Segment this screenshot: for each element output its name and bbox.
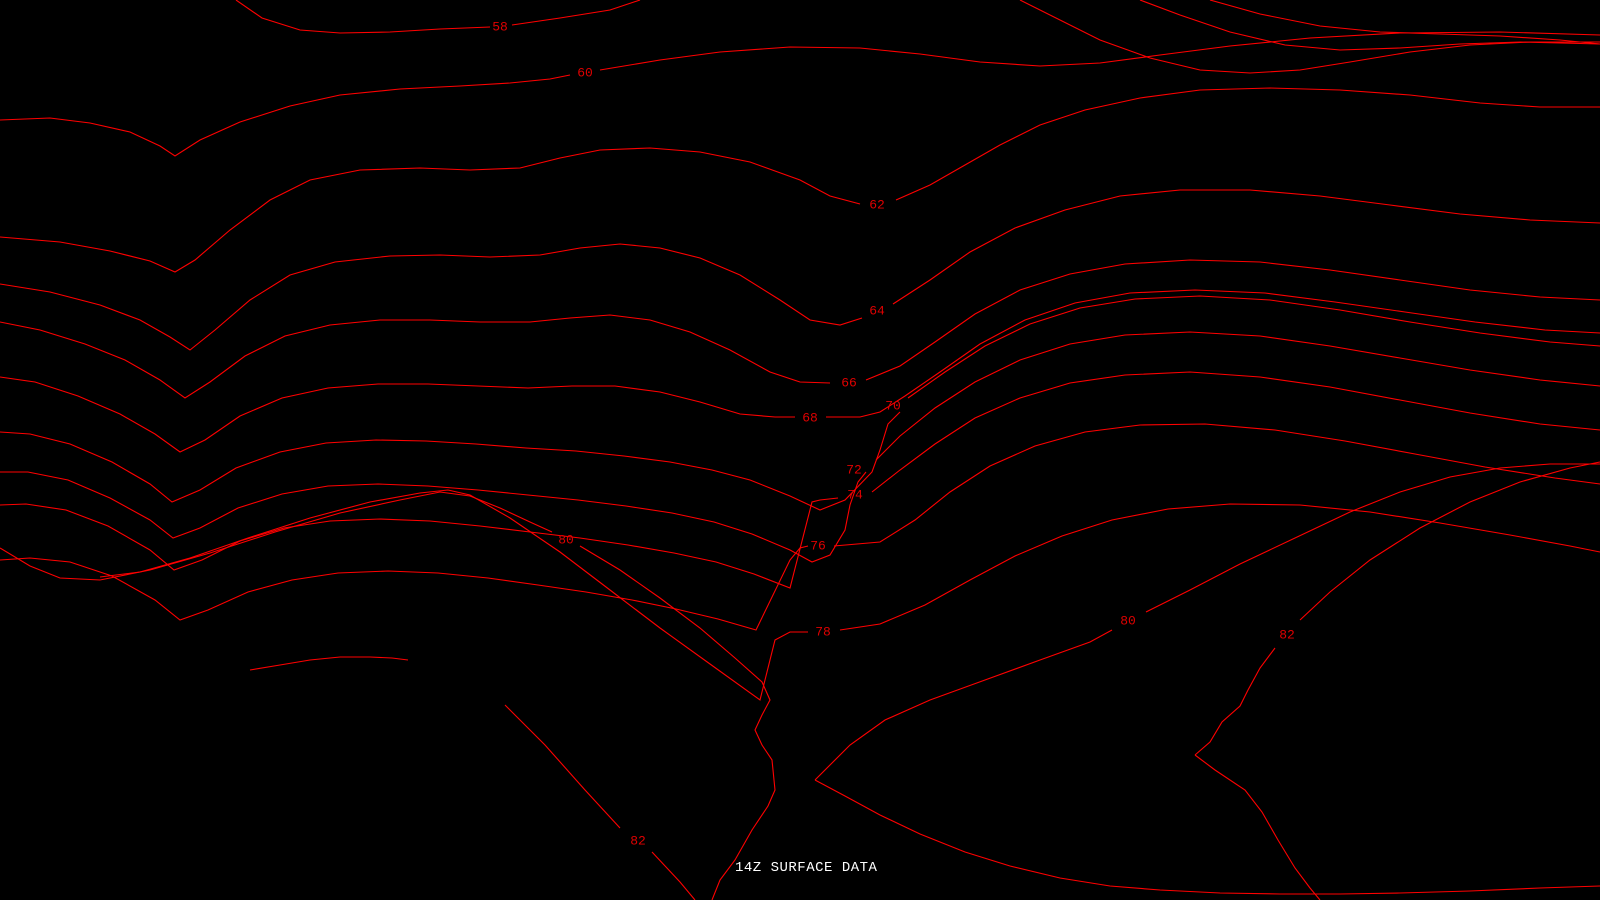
contour-line [1019, 0, 1600, 74]
contour-label: 70 [885, 398, 901, 414]
contour-line [0, 497, 839, 589]
contour-line [871, 371, 1600, 493]
contour-line [651, 851, 696, 900]
contour-label: 64 [869, 303, 885, 319]
contour-line [0, 243, 863, 351]
contour-label: 76 [810, 538, 826, 554]
contour-line [0, 376, 795, 453]
contour-line [0, 411, 901, 511]
contour-line [1145, 463, 1600, 613]
contour-label: 74 [847, 487, 863, 503]
contour-label: 72 [846, 462, 862, 478]
contour-line [865, 259, 1600, 381]
contour-line [892, 189, 1600, 305]
contour-line [599, 31, 1600, 71]
contour-line [579, 545, 776, 900]
contour-line [875, 331, 1600, 461]
contour-line [0, 74, 571, 157]
contour-label: 80 [558, 532, 574, 548]
contour-label: 82 [1279, 627, 1295, 643]
contour-line [1194, 647, 1276, 756]
contour-line [833, 423, 1600, 547]
contour-label: 82 [630, 833, 646, 849]
contour-line [235, 0, 491, 34]
contour-label: 58 [492, 19, 508, 35]
contour-line [1209, 0, 1600, 45]
contour-line [1299, 461, 1600, 621]
contour-line [0, 471, 867, 563]
contour-line [895, 87, 1600, 201]
contour-label: 78 [815, 624, 831, 640]
contour-line [504, 704, 621, 829]
contour-label: 62 [869, 197, 885, 213]
contour-line [249, 656, 409, 671]
contour-line [511, 0, 641, 26]
contour-line [839, 503, 1600, 631]
contour-line [0, 314, 831, 399]
contour-line [0, 147, 861, 273]
contour-label: 60 [577, 65, 593, 81]
contour-line [814, 629, 1113, 781]
contour-line [0, 545, 809, 631]
contour-line [99, 489, 808, 701]
contour-line [1194, 754, 1321, 900]
map-title: 14Z SURFACE DATA [735, 860, 878, 876]
contour-label: 66 [841, 375, 857, 391]
contour-label: 68 [802, 410, 818, 426]
contour-line [826, 289, 1600, 418]
contour-line [1139, 0, 1600, 51]
contour-label: 80 [1120, 613, 1136, 629]
contour-line [907, 295, 1600, 399]
contour-line [0, 491, 553, 581]
contour-line [814, 779, 1600, 895]
